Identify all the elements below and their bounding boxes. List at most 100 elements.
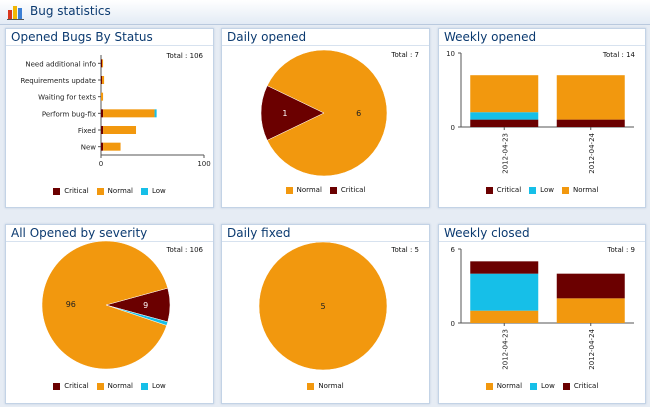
legend-item-low: Low bbox=[141, 187, 166, 195]
legend-label: Critical bbox=[573, 382, 599, 390]
legend-swatch bbox=[53, 382, 61, 390]
category-label-fixed: Fixed bbox=[78, 127, 96, 135]
chart-legend: Critical Low Normal bbox=[439, 186, 645, 194]
chart-legend: Normal Low Critical bbox=[439, 382, 645, 390]
chart-legend: Critical Normal Low bbox=[6, 187, 213, 195]
bar-normal-2012-04-23 bbox=[470, 310, 539, 323]
x-tick-label-2012-04-24: 2012-04-24 bbox=[588, 328, 596, 369]
legend-swatch bbox=[485, 382, 493, 390]
panel-title: Weekly closed bbox=[444, 226, 530, 240]
legend-label: Low bbox=[540, 186, 554, 194]
chart-legend: Normal Critical bbox=[222, 186, 429, 194]
legend-label: Critical bbox=[496, 186, 522, 194]
total-label: Total : 14 bbox=[602, 51, 635, 59]
bar-normal-2012-04-24 bbox=[556, 298, 625, 323]
category-label-perform-bug-fix: Perform bug-fix bbox=[42, 110, 96, 118]
legend-label: Critical bbox=[64, 187, 89, 195]
x-tick-label: 100 bbox=[197, 160, 210, 168]
legend-swatch bbox=[96, 382, 104, 390]
legend-item-low: Low bbox=[529, 186, 554, 194]
total-label: Total : 9 bbox=[607, 246, 635, 254]
panel-weekly-closed: Weekly closed Total : 9 0 6 2012-04-23 2012… bbox=[438, 224, 646, 404]
bar-normal-fixed bbox=[103, 126, 137, 134]
y-tick-label: 0 bbox=[451, 320, 455, 328]
bar-critical-new bbox=[101, 142, 104, 151]
bar-chart-icon bbox=[7, 6, 24, 20]
pie-label-critical: 9 bbox=[143, 301, 148, 310]
category-label-waiting-for-texts: Waiting for texts bbox=[38, 94, 96, 102]
total-label: Total : 106 bbox=[166, 246, 203, 254]
legend-swatch bbox=[96, 187, 104, 195]
chart-legend: Normal bbox=[222, 382, 429, 390]
legend-label: Critical bbox=[340, 186, 366, 194]
legend-label: Low bbox=[152, 382, 166, 390]
legend-item-normal: Normal bbox=[561, 186, 599, 194]
legend-label: Normal bbox=[572, 186, 599, 194]
panel-title: All Opened by severity bbox=[11, 226, 148, 240]
legend-label: Normal bbox=[107, 187, 133, 195]
legend-swatch bbox=[529, 186, 537, 194]
legend-label: Normal bbox=[107, 382, 133, 390]
pie-label-critical: 1 bbox=[282, 109, 287, 118]
legend-swatch bbox=[285, 186, 293, 194]
pie-slice-normal bbox=[258, 241, 388, 371]
pie-label-normal: 6 bbox=[356, 109, 361, 118]
legend-swatch bbox=[561, 186, 569, 194]
panel-weekly-opened: Weekly opened Total : 14 0 10 2012-04-23 20… bbox=[438, 28, 646, 208]
panel-title: Daily fixed bbox=[227, 226, 291, 240]
legend-swatch bbox=[53, 187, 61, 195]
x-tick-label-2012-04-23: 2012-04-23 bbox=[501, 133, 509, 174]
legend-item-critical: Critical bbox=[329, 186, 366, 194]
legend-item-normal: Normal bbox=[285, 186, 322, 194]
bar-normal-2012-04-23 bbox=[470, 75, 539, 113]
bar-critical-requirements-update bbox=[101, 76, 103, 84]
legend-label: Low bbox=[152, 187, 166, 195]
legend-swatch bbox=[141, 382, 148, 390]
legend-item-critical: Critical bbox=[53, 187, 89, 195]
panel-all-by-severity: All Opened by severity Total : 106 9 96 C… bbox=[5, 224, 214, 404]
legend-item-low: Low bbox=[530, 382, 555, 390]
pie-slice-normal bbox=[266, 49, 388, 177]
category-label-need-additional-info: Need additional info bbox=[25, 60, 96, 68]
bar-low-2012-04-23 bbox=[470, 112, 539, 120]
chart-legend: Critical Normal Low bbox=[6, 382, 213, 390]
bar-critical-fixed bbox=[101, 126, 104, 134]
legend-swatch bbox=[307, 382, 315, 390]
y-tick-label: 0 bbox=[451, 124, 455, 132]
legend-item-normal: Normal bbox=[485, 382, 523, 390]
bar-normal-2012-04-24 bbox=[556, 75, 625, 120]
category-label-new: New bbox=[81, 144, 97, 152]
weekly-opened-bar-chart: 0 10 2012-04-23 2012-04-24 bbox=[446, 50, 634, 174]
bar-critical-need-additional-info bbox=[101, 59, 103, 68]
legend-item-normal: Normal bbox=[96, 187, 133, 195]
y-tick-label: 10 bbox=[446, 50, 455, 58]
legend-label: Low bbox=[541, 382, 555, 390]
pie-slice-normal bbox=[41, 240, 169, 370]
bar-critical-2012-04-24 bbox=[556, 119, 625, 127]
panel-title: Daily opened bbox=[227, 30, 307, 44]
total-label: Total : 5 bbox=[391, 246, 419, 254]
legend-item-critical: Critical bbox=[485, 186, 522, 194]
x-tick-label-2012-04-24: 2012-04-24 bbox=[588, 132, 596, 173]
y-tick-label: 6 bbox=[451, 246, 456, 254]
bar-normal-new bbox=[103, 142, 121, 151]
panel-title: Weekly opened bbox=[444, 30, 537, 44]
bar-critical-perform-bug-fix bbox=[101, 109, 104, 118]
bar-critical-2012-04-23 bbox=[470, 261, 539, 274]
panel-title: Opened Bugs By Status bbox=[11, 30, 153, 44]
pie-label-normal: 96 bbox=[66, 300, 76, 309]
x-tick-label: 0 bbox=[99, 160, 103, 168]
legend-item-critical: Critical bbox=[562, 382, 599, 390]
daily-fixed-pie-chart: 5 bbox=[258, 241, 388, 371]
pie-label-normal: 5 bbox=[320, 302, 325, 311]
bar-low-2012-04-23 bbox=[470, 273, 539, 311]
bar-normal-need-additional-info bbox=[102, 59, 104, 68]
legend-swatch bbox=[329, 186, 337, 194]
legend-swatch bbox=[562, 382, 570, 390]
bar-critical-2012-04-23 bbox=[470, 119, 539, 127]
total-label: Total : 106 bbox=[166, 52, 203, 60]
legend-label: Normal bbox=[318, 382, 344, 390]
legend-label: Normal bbox=[496, 382, 523, 390]
